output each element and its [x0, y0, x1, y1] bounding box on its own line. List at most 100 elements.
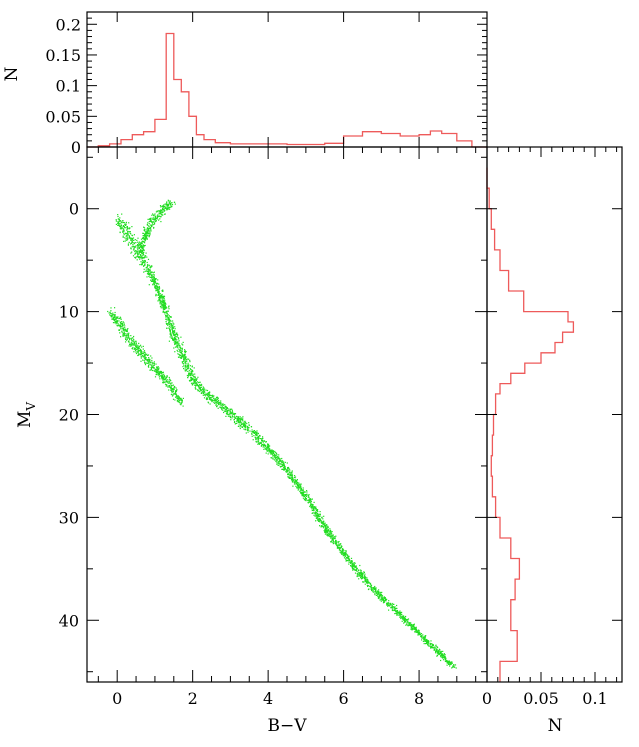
- scatter-point: [444, 660, 446, 662]
- scatter-point: [229, 417, 232, 419]
- scatter-point: [324, 527, 326, 529]
- scatter-point: [157, 279, 159, 281]
- scatter-point: [160, 300, 162, 302]
- scatter-point: [127, 332, 129, 335]
- scatter-point: [158, 283, 160, 285]
- scatter-point: [398, 614, 400, 616]
- scatter-point: [166, 209, 168, 211]
- scatter-point: [160, 375, 162, 377]
- scatter-point: [212, 399, 214, 401]
- scatter-point: [324, 531, 326, 533]
- scatter-point: [140, 257, 143, 259]
- scatter-point: [159, 370, 161, 372]
- scatter-point: [225, 412, 228, 414]
- scatter-point: [165, 203, 167, 205]
- scatter-point: [159, 375, 161, 377]
- scatter-point: [394, 613, 396, 615]
- scatter-point: [203, 390, 205, 392]
- scatter-point: [177, 337, 180, 339]
- scatter-point: [123, 329, 125, 331]
- scatter-point: [177, 401, 179, 403]
- scatter-point: [272, 458, 274, 460]
- scatter-point: [422, 640, 424, 642]
- scatter-point: [171, 390, 173, 392]
- scatter-point: [164, 305, 166, 307]
- scatter-point: [108, 312, 110, 314]
- scatter-point: [290, 472, 292, 474]
- scatter-point: [276, 458, 278, 460]
- scatter-point: [204, 394, 206, 396]
- scatter-point: [393, 609, 395, 612]
- scatter-point: [330, 537, 332, 539]
- scatter-point: [272, 457, 274, 459]
- scatter-point: [149, 273, 151, 275]
- scatter-point: [265, 441, 267, 443]
- scatter-point: [274, 455, 276, 457]
- scatter-point: [145, 252, 147, 254]
- tick-label: 30: [59, 508, 79, 527]
- scatter-point: [240, 419, 242, 421]
- scatter-point: [192, 382, 194, 384]
- scatter-point: [282, 464, 284, 467]
- scatter-point: [271, 449, 273, 451]
- scatter-point: [418, 633, 420, 635]
- scatter-point: [168, 318, 170, 320]
- scatter-point: [342, 549, 344, 552]
- scatter-point: [153, 218, 155, 220]
- scatter-point: [131, 235, 134, 237]
- scatter-point: [224, 409, 226, 411]
- scatter-point: [372, 591, 374, 593]
- scatter-point: [131, 241, 133, 243]
- scatter-point: [258, 439, 260, 441]
- scatter-point: [414, 631, 416, 633]
- scatter-point: [182, 354, 184, 356]
- scatter-point: [116, 320, 118, 322]
- scatter-point: [372, 590, 374, 592]
- scatter-point: [295, 481, 298, 483]
- scatter-point: [347, 557, 349, 559]
- scatter-point: [169, 383, 172, 385]
- scatter-point: [323, 515, 325, 517]
- scatter-point: [443, 655, 445, 658]
- scatter-point: [143, 355, 145, 357]
- scatter-point: [306, 490, 308, 492]
- scatter-point: [308, 497, 310, 499]
- scatter-point: [152, 275, 154, 277]
- scatter-point: [166, 207, 168, 209]
- scatter-point: [369, 585, 371, 588]
- scatter-point: [162, 306, 164, 308]
- scatter-point: [293, 481, 295, 483]
- scatter-point: [118, 219, 120, 221]
- scatter-point: [285, 471, 287, 473]
- scatter-point: [161, 301, 163, 303]
- scatter-point: [173, 385, 176, 388]
- scatter-point: [320, 525, 323, 527]
- scatter-point: [368, 585, 370, 587]
- scatter-point: [128, 241, 130, 243]
- scatter-point: [119, 220, 121, 222]
- scatter-point: [137, 246, 139, 248]
- scatter-point: [250, 426, 253, 428]
- scatter-point: [266, 449, 268, 451]
- scatter-point: [187, 364, 189, 367]
- scatter-point: [174, 390, 177, 392]
- scatter-point: [237, 421, 240, 423]
- scatter-point: [382, 599, 384, 601]
- scatter-point: [354, 562, 356, 564]
- scatter-point: [181, 362, 184, 364]
- scatter-point: [181, 399, 183, 401]
- scatter-point: [376, 593, 378, 595]
- scatter-point: [270, 451, 272, 453]
- scatter-point: [243, 423, 245, 426]
- scatter-point: [372, 590, 374, 592]
- scatter-point: [123, 222, 126, 224]
- scatter-point: [157, 293, 160, 295]
- scatter-point: [188, 366, 190, 368]
- scatter-point: [294, 476, 296, 478]
- scatter-point: [139, 264, 141, 266]
- scatter-point: [140, 244, 142, 247]
- scatter-point: [364, 577, 366, 579]
- scatter-point: [165, 315, 167, 317]
- scatter-point: [238, 419, 240, 421]
- scatter-point: [202, 386, 204, 388]
